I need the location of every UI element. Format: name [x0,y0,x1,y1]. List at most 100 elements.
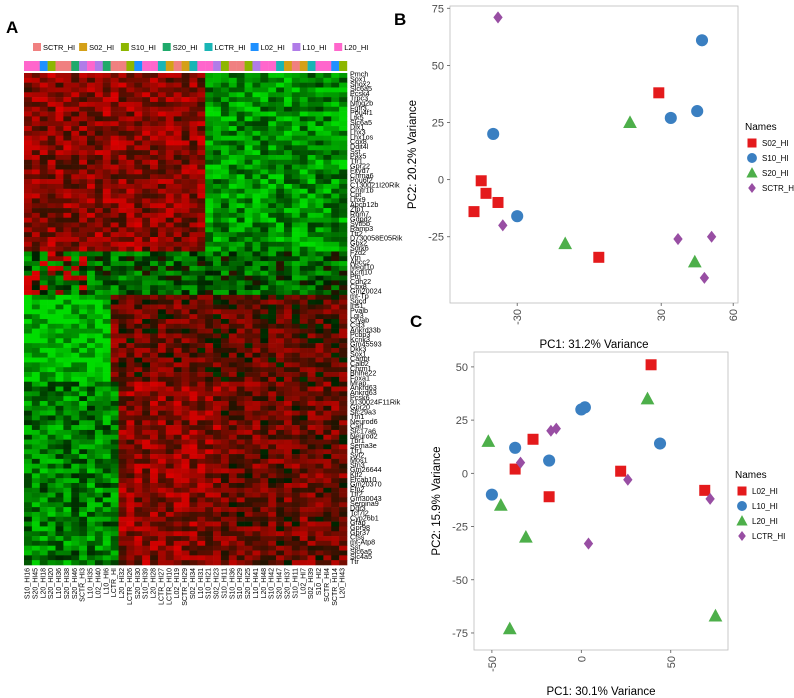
heatmap-cell [339,121,348,127]
heatmap-cell [87,183,96,190]
heatmap-cell [260,270,269,276]
heatmap-cell [173,164,182,170]
heatmap-cell [315,425,324,431]
heatmap-cell [283,536,293,542]
heatmap-cell [205,454,214,460]
heatmap-cell [236,319,245,325]
heatmap-cell [260,217,269,223]
heatmap-cell [118,304,127,310]
heatmap-cell [315,73,324,79]
heatmap-cell [260,478,269,484]
heatmap-cell [181,179,190,185]
heatmap-cell [189,203,198,209]
heatmap-cell [24,338,33,344]
heatmap-cell [260,516,269,522]
heatmap-cell [173,106,182,112]
heatmap-cell [134,241,143,247]
heatmap-cell [47,405,56,411]
heatmap-cell [87,338,96,344]
heatmap-cell [181,516,190,522]
heatmap-cell [79,270,88,276]
heatmap-cell [268,483,277,489]
sample-label: L10_HI41 [253,568,260,598]
heatmap-cell [205,550,214,556]
heatmap-cell [268,304,277,310]
heatmap-cell [299,449,308,455]
heatmap-cell [31,550,41,556]
heatmap-cell [213,212,222,218]
gene-label: Sst [350,147,360,156]
heatmap-cell [173,386,182,392]
heatmap-cell [134,536,143,542]
heatmap-cell [63,237,72,243]
heatmap-cell [315,550,324,556]
heatmap-cell [55,338,64,344]
heatmap-cell [79,106,88,112]
heatmap-cell [323,82,332,88]
heatmap-cell [157,92,167,98]
heatmap-cell [228,507,238,513]
heatmap-cell [236,502,245,508]
heatmap-cell [197,381,206,387]
heatmap-cell [189,560,198,566]
heatmap-cell [236,150,245,156]
heatmap-cell [142,550,151,556]
gene-label: Pcbp3 [350,330,370,339]
heatmap-cell [252,347,261,354]
heatmap-cell [142,77,151,83]
heatmap-cell [339,227,348,233]
heatmap-cell [291,261,301,267]
heatmap-cell [173,550,182,556]
heatmap-cell [197,526,206,532]
heatmap-cell [181,405,190,411]
heatmap-cell [236,545,245,551]
heatmap-cell [173,169,182,175]
heatmap-cell [110,347,119,354]
heatmap-cell [291,362,301,368]
heatmap-cell [276,458,285,464]
heatmap-cell [220,237,230,243]
sample-label: L10_HI36 [56,568,63,598]
heatmap-cell [307,458,316,464]
heatmap-cell [87,333,96,339]
gene-label: Ankrd63 [350,388,377,397]
heatmap-cell [142,101,151,108]
heatmap-cell [173,299,182,305]
heatmap-cell [24,362,33,368]
heatmap-cell [244,473,253,479]
heatmap-cell [197,198,206,204]
gene-label: Lgi3 [350,311,364,320]
heatmap-cell [94,265,104,272]
heatmap-cell [213,434,222,440]
gene-label: Efcab10 [350,475,376,484]
heatmap-cell [102,246,111,252]
heatmap-cell [213,174,222,180]
heatmap-cell [339,454,348,460]
heatmap-cell [228,314,238,320]
heatmap-cell [142,309,151,315]
heatmap-cell [55,531,64,537]
heatmap-cell [47,97,56,103]
heatmap-cell [260,140,269,146]
heatmap-cell [55,483,64,489]
heatmap-cell [126,357,135,363]
heatmap-cell [197,174,206,180]
heatmap-cell [63,516,72,522]
heatmap-cell [118,386,127,392]
heatmap-cell [307,208,316,214]
heatmap-cell [79,203,88,209]
heatmap-cell [102,343,111,349]
heatmap-cell [339,212,348,218]
heatmap-cell [79,309,88,315]
heatmap-cell [142,222,151,228]
heatmap-cell [323,87,332,93]
heatmap-cell [173,208,182,214]
heatmap-cell [244,434,253,440]
sample-label: SCTR_HI14 [332,568,339,606]
heatmap-cell [189,208,198,214]
point-diamond [498,219,508,232]
heatmap-cell [244,511,253,518]
heatmap-cell [134,386,143,392]
heatmap-cell [268,531,277,537]
heatmap-cell [79,121,88,127]
